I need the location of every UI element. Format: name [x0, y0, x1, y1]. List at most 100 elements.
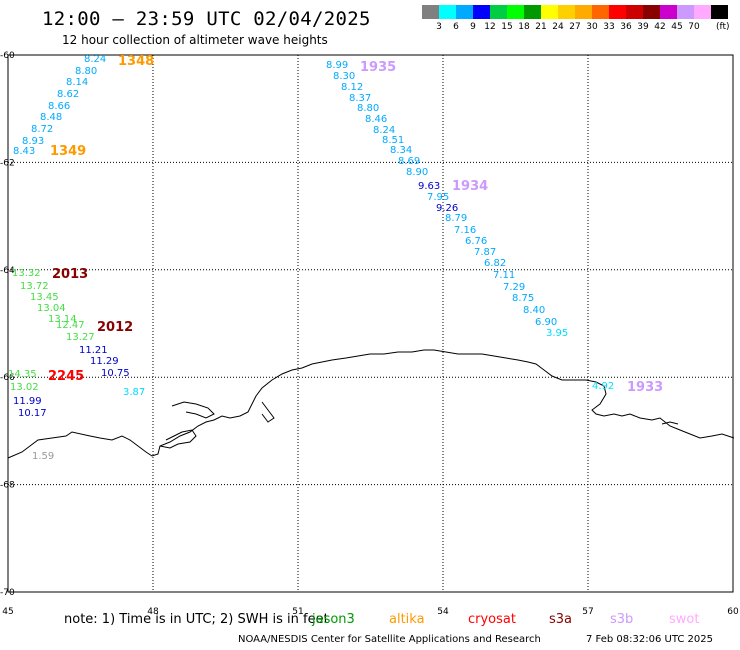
wave-height-value: 8.75 — [512, 293, 534, 304]
footnote: note: 1) Time is in UTC; 2) SWH is in fe… — [64, 612, 329, 627]
colorbar-tick-label: 27 — [569, 22, 581, 32]
wave-height-value: 1.59 — [32, 451, 54, 462]
longitude-label: 51 — [292, 607, 303, 617]
wave-height-value: 7.95 — [427, 192, 449, 203]
coastline-island — [261, 401, 275, 423]
wave-height-value: 8.62 — [57, 89, 79, 100]
antarctic-coastline — [7, 349, 735, 459]
map-frame — [7, 54, 734, 593]
colorbar-swatch — [711, 5, 728, 19]
colorbar-swatch — [592, 5, 609, 19]
colorbar-swatch — [439, 5, 456, 19]
wave-height-value: 8.72 — [31, 124, 53, 135]
legend-s3a: s3a — [549, 612, 573, 627]
colorbar-swatch — [626, 5, 643, 19]
wave-height-value: 8.34 — [390, 145, 412, 156]
colorbar-tick-label: 15 — [501, 22, 513, 32]
wave-height-value: 8.99 — [326, 60, 348, 71]
wave-height-value: 6.82 — [484, 258, 506, 269]
longitude-label: 48 — [147, 607, 159, 617]
colorbar-tick-label: 12 — [484, 22, 496, 32]
pass-time-label: 1934 — [452, 179, 488, 194]
pass-time-label: 2245 — [48, 369, 84, 384]
wave-height-value: 4.92 — [592, 381, 614, 392]
wave-height-value: 8.80 — [357, 103, 379, 114]
wave-height-value: 12.47 — [56, 320, 85, 331]
wave-height-value: 8.90 — [406, 167, 428, 178]
latitude-label: -60 — [0, 51, 15, 61]
wave-height-value: 13.27 — [66, 332, 95, 343]
wave-height-value: 13.32 — [12, 268, 41, 279]
pass-time-label: 2013 — [52, 267, 88, 282]
altimeter-tracks: 8.248.808.148.628.668.488.728.938.431348… — [8, 54, 663, 462]
latitude-label: -64 — [0, 266, 15, 276]
wave-height-value: 11.99 — [13, 396, 42, 407]
pass-time-label: 2012 — [97, 320, 133, 335]
generation-timestamp: 7 Feb 08:32:06 UTC 2025 — [586, 634, 713, 645]
coastline-inlet-2 — [171, 401, 215, 419]
track-1935: 8.998.308.128.378.808.468.248.518.348.69… — [326, 60, 428, 178]
colorbar-tick-label: 39 — [637, 22, 649, 32]
wave-height-value: 8.51 — [382, 135, 404, 146]
colorbar-swatch — [473, 5, 490, 19]
colorbar-swatch — [541, 5, 558, 19]
wave-height-value: 8.66 — [48, 101, 70, 112]
wave-height-value: 6.76 — [465, 236, 487, 247]
track-1934: 9.637.959.268.797.166.767.876.827.117.29… — [418, 179, 568, 339]
colorbar-swatch — [643, 5, 660, 19]
track-1933: 4.92 1933 — [592, 380, 663, 395]
credit-line: NOAA/NESDIS Center for Satellite Applica… — [238, 634, 541, 645]
map-grid — [7, 54, 734, 593]
latitude-label: -62 — [0, 158, 15, 168]
legend-jason3: jason3 — [312, 612, 355, 627]
coastline-fragment — [661, 421, 679, 425]
colorbar-swatch — [660, 5, 677, 19]
wave-height-value: 8.12 — [341, 82, 363, 93]
pass-time-label: 1348 — [118, 54, 154, 69]
wave-height-value: 7.11 — [493, 270, 515, 281]
longitude-label: 60 — [727, 607, 739, 617]
wave-height-value: 3.95 — [546, 328, 568, 339]
colorbar-tick-label: 24 — [552, 22, 564, 32]
wave-height-value: 8.93 — [22, 136, 44, 147]
longitude-label: 57 — [582, 607, 593, 617]
wave-height-value: 8.37 — [349, 93, 371, 104]
wave-height-value: 8.79 — [445, 213, 467, 224]
track-1349: 1349 — [50, 144, 86, 159]
colorbar-swatch — [677, 5, 694, 19]
chart-title: 12:00 – 23:59 UTC 02/04/2025 — [42, 8, 371, 30]
colorbar-swatch — [609, 5, 626, 19]
colorbar-tick-label: 42 — [654, 22, 666, 32]
legend-altika: altika — [389, 612, 425, 627]
colorbar-swatch — [524, 5, 541, 19]
colorbar-tick-label: 9 — [470, 22, 476, 32]
wave-height-value: 13.14 — [48, 314, 77, 325]
wave-height-value: 8.24 — [373, 125, 395, 136]
colorbar-tick-label: 70 — [688, 22, 700, 32]
legend-cryosat: cryosat — [468, 612, 516, 627]
colorbar-tick-label: 36 — [620, 22, 632, 32]
wave-height-value: 9.63 — [418, 181, 440, 192]
colorbar-swatch — [558, 5, 575, 19]
wave-height-value: 6.90 — [535, 317, 557, 328]
coastline-main — [7, 349, 735, 459]
wave-height-value: 13.02 — [10, 382, 39, 393]
colorbar-tick-label: 18 — [518, 22, 530, 32]
wave-height-value: 8.43 — [13, 146, 35, 157]
wave-height-value: 7.87 — [474, 247, 496, 258]
wave-height-value: 10.75 — [101, 368, 130, 379]
pass-time-label: 1935 — [360, 60, 396, 75]
wave-height-value: 8.24 — [84, 54, 106, 65]
colorbar-tick-label: 30 — [586, 22, 598, 32]
colorbar-tick-label: 3 — [436, 22, 442, 32]
pass-time-label: 1933 — [627, 380, 663, 395]
legend-s3b: s3b — [610, 612, 634, 627]
latitude-label: -68 — [0, 481, 15, 491]
latitude-label: -66 — [0, 373, 15, 383]
wave-height-value: 11.21 — [79, 345, 108, 356]
wave-height-value: 8.46 — [365, 114, 387, 125]
wave-height-value: 13.45 — [30, 292, 59, 303]
longitude-label: 45 — [2, 607, 13, 617]
